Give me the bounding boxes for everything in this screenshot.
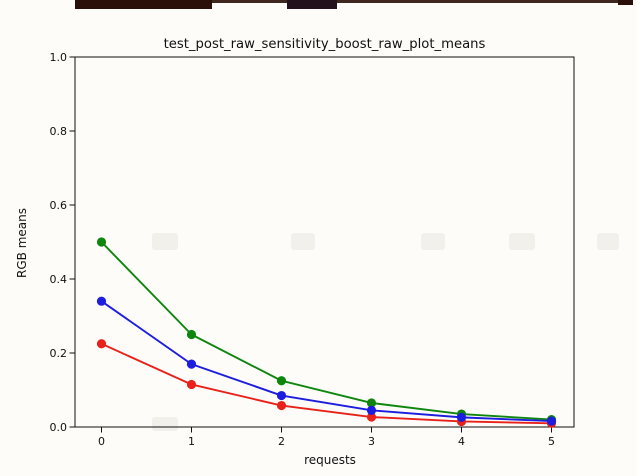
y-axis-label: RGB means — [15, 208, 29, 278]
x-tick-label: 5 — [548, 435, 555, 448]
data-point-red-1 — [186, 379, 197, 390]
data-point-blue-3 — [366, 405, 377, 415]
plot-area — [74, 56, 575, 428]
y-tick-label: 0.4 — [50, 273, 68, 286]
series-line-blue — [100, 300, 552, 423]
data-point-green-3 — [366, 398, 377, 408]
x-tick-label: 2 — [278, 435, 285, 448]
y-axis-ticks: 0.0 0.2 0.4 0.6 0.8 1.0 — [50, 51, 75, 434]
data-point-blue-4 — [456, 412, 467, 422]
top-artifact-bar-1 — [75, 0, 212, 9]
series-red — [96, 339, 557, 428]
x-tick-label: 4 — [458, 435, 465, 448]
y-tick-label: 0.0 — [50, 421, 68, 434]
data-point-blue-2 — [276, 390, 287, 401]
top-artifact-strip — [75, 0, 633, 3]
x-axis-label: requests — [304, 453, 356, 467]
x-tick-label: 0 — [98, 435, 105, 448]
plot-series — [96, 237, 557, 428]
data-point-green-1 — [186, 329, 197, 340]
data-point-red-2 — [276, 400, 287, 411]
chart-title: test_post_raw_sensitivity_boost_raw_plot… — [164, 37, 486, 52]
series-green — [96, 237, 557, 425]
y-tick-label: 0.6 — [50, 199, 68, 212]
y-tick-label: 0.8 — [50, 125, 68, 138]
top-artifact-bar-2 — [287, 0, 337, 9]
ghost-artifacts — [152, 233, 619, 431]
data-point-red-0 — [96, 339, 107, 349]
data-point-green-2 — [276, 376, 287, 386]
y-tick-label: 0.2 — [50, 347, 68, 360]
data-point-green-0 — [96, 237, 107, 247]
data-point-blue-1 — [186, 359, 197, 369]
series-line-green — [100, 241, 552, 421]
x-tick-label: 1 — [188, 435, 195, 448]
x-axis-ticks: 0 1 2 3 4 5 — [98, 427, 555, 448]
data-point-red-3 — [366, 412, 377, 422]
data-point-blue-5 — [546, 416, 557, 426]
series-blue — [96, 296, 557, 426]
x-tick-label: 3 — [368, 435, 375, 448]
top-artifact-nub — [618, 0, 633, 5]
series-line-red — [101, 342, 552, 425]
data-point-blue-0 — [96, 296, 107, 306]
y-tick-label: 1.0 — [50, 51, 68, 64]
